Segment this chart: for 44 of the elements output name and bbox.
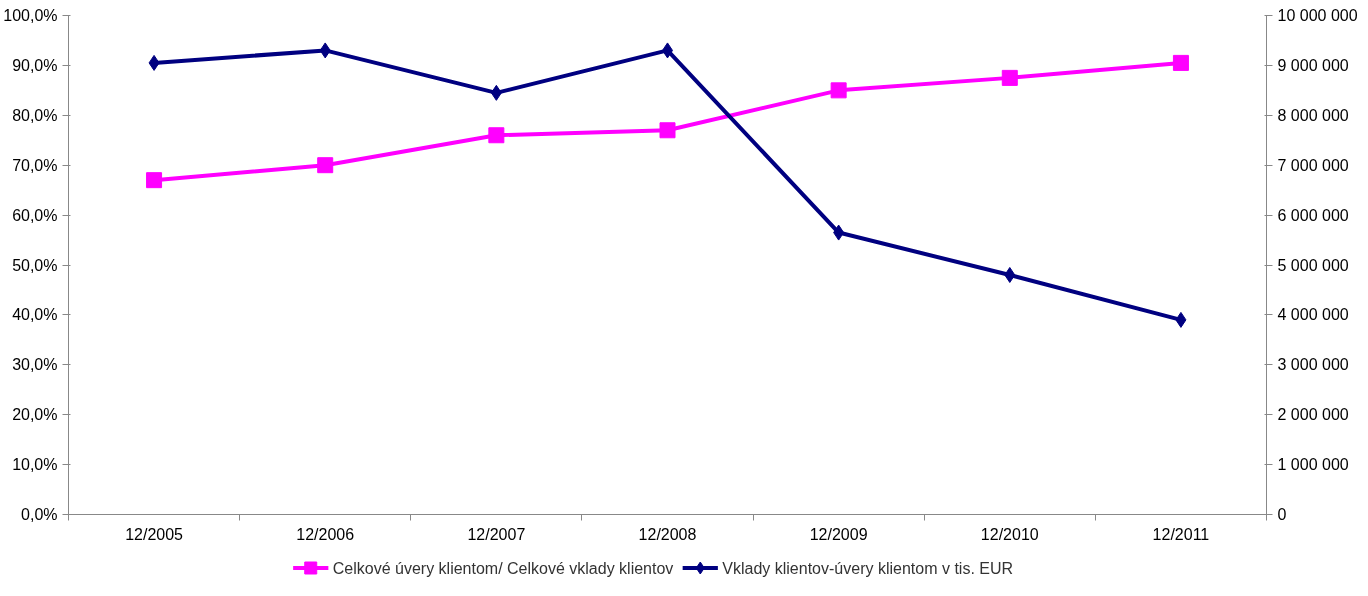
point [1004, 266, 1016, 283]
y-tick-label: 50,0% [12, 256, 58, 274]
point [833, 224, 845, 241]
point [1172, 54, 1189, 71]
x-tick-label: 12/2010 [980, 525, 1039, 543]
x-tick-label: 12/2008 [638, 525, 697, 543]
legend-label: Vklady klientov-úvery klientom v tis. EUR [722, 559, 1014, 577]
y2-tick-label: 1 000 000 [1277, 456, 1349, 474]
y-tick-label: 60,0% [12, 206, 58, 224]
y2-tick-label: 0 [1277, 506, 1287, 523]
y-tick-label: 0,0% [21, 506, 58, 523]
y2-tick-label: 10 000 000 [1277, 7, 1358, 24]
point [488, 127, 505, 144]
x-tick-label: 12/2007 [467, 525, 526, 543]
point [146, 172, 163, 189]
point [317, 157, 334, 174]
point [659, 122, 676, 139]
x-tick-label: 12/2009 [809, 525, 868, 543]
y-tick-label: 40,0% [12, 306, 58, 324]
point [319, 42, 331, 59]
x-tick-label: 12/2005 [125, 525, 184, 543]
y-tick-label: 70,0% [12, 156, 58, 174]
y2-tick-label: 5 000 000 [1277, 256, 1349, 274]
y2-tick-label: 8 000 000 [1277, 106, 1349, 124]
y-tick-label: 90,0% [12, 56, 58, 74]
point [830, 82, 847, 99]
y2-tick-label: 6 000 000 [1277, 206, 1349, 224]
x-tick-label: 12/2011 [1152, 525, 1210, 543]
y2-tick-label: 4 000 000 [1277, 306, 1349, 324]
y2-tick-label: 9 000 000 [1277, 56, 1349, 74]
point [148, 54, 160, 71]
x-tick-label: 12/2006 [296, 525, 355, 543]
point [1175, 311, 1187, 328]
y2-tick-label: 7 000 000 [1277, 156, 1349, 174]
y-tick-label: 10,0% [12, 456, 58, 474]
y2-tick-label: 2 000 000 [1277, 406, 1349, 424]
y2-tick-label: 3 000 000 [1277, 356, 1349, 374]
legend-label: Celkové úvery klientom/ Celkové vklady klientov [332, 559, 674, 577]
y-tick-label: 100,0% [3, 7, 58, 24]
y-tick-label: 30,0% [12, 356, 58, 374]
point [490, 84, 502, 101]
point [1001, 69, 1018, 86]
y-tick-label: 20,0% [12, 406, 58, 424]
y-tick-label: 80,0% [12, 106, 58, 124]
